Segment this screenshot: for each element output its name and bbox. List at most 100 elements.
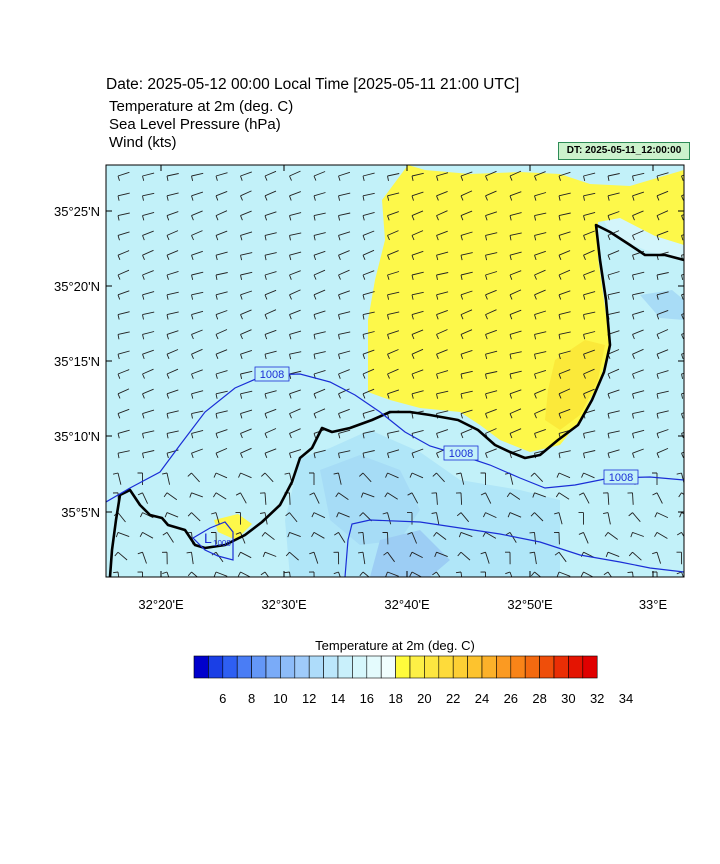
wind-barb xyxy=(115,531,130,538)
wind-barb xyxy=(558,212,571,221)
wind-barb xyxy=(387,389,400,399)
wind-barb xyxy=(117,192,130,201)
wind-barb xyxy=(338,350,351,360)
temperature-patch-warm xyxy=(368,165,684,452)
lat-label: 35°15'N xyxy=(54,354,100,369)
wind-barb xyxy=(142,430,155,439)
lat-label: 35°10'N xyxy=(54,429,100,444)
wind-barb xyxy=(506,492,521,500)
longitude-labels: 32°20'E 32°30'E 32°40'E 32°50'E 33°E xyxy=(138,597,667,612)
wind-barb xyxy=(259,492,267,505)
wind-barb xyxy=(632,271,645,281)
wind-barb xyxy=(213,472,228,479)
legend-color-box xyxy=(251,655,267,679)
wind-barb xyxy=(191,172,204,181)
wind-barb xyxy=(460,309,473,320)
wind-barb xyxy=(362,291,375,300)
dt-timestamp-box: DT: 2025-05-11_12:00:00 xyxy=(558,142,690,160)
wind-barb xyxy=(411,369,424,379)
wind-barb xyxy=(632,210,644,221)
wind-barb xyxy=(482,532,497,539)
wind-barb xyxy=(632,429,645,439)
wind-barb xyxy=(117,250,130,260)
wind-barb xyxy=(607,271,620,280)
wind-barb xyxy=(117,408,130,419)
wind-barb xyxy=(457,551,471,561)
wind-barb xyxy=(191,291,204,300)
legend-tick-label: 18 xyxy=(388,691,402,706)
wind-barb xyxy=(509,330,522,340)
wind-barb xyxy=(213,492,227,500)
wind-barb xyxy=(529,531,537,545)
legend-tick-label: 28 xyxy=(532,691,546,706)
wind-barb xyxy=(191,429,204,439)
legend-color-box xyxy=(467,655,483,679)
wind-barb xyxy=(240,231,253,241)
wind-barb xyxy=(334,532,346,543)
wind-barb xyxy=(411,291,424,300)
wind-barb xyxy=(605,551,620,558)
legend-color-box xyxy=(409,655,425,679)
wind-barb xyxy=(632,329,644,340)
variable-label-temperature: Temperature at 2m (deg. C) xyxy=(109,98,294,115)
wind-barb xyxy=(289,449,302,459)
wind-barb xyxy=(163,492,178,501)
wind-barb xyxy=(578,512,584,525)
wind-barb xyxy=(191,369,203,379)
wind-barb xyxy=(311,532,325,539)
wind-barb xyxy=(139,532,154,539)
wind-barb xyxy=(191,271,204,281)
wind-barb xyxy=(187,472,200,483)
wind-barb xyxy=(235,492,247,504)
wind-barb xyxy=(456,472,465,485)
wind-barb xyxy=(142,270,154,280)
legend-tick-label: 30 xyxy=(561,691,575,706)
wind-barb xyxy=(558,171,571,181)
legend-color-box xyxy=(496,655,512,679)
wind-barb xyxy=(607,173,620,181)
wind-barb xyxy=(532,492,546,498)
wind-barb xyxy=(534,250,546,261)
wind-barb xyxy=(264,408,277,419)
wind-barb xyxy=(458,531,473,538)
legend-tick-label: 32 xyxy=(590,691,604,706)
wind-barb xyxy=(215,190,228,201)
wind-barb xyxy=(284,571,291,577)
wind-barb xyxy=(338,171,351,181)
wind-barb xyxy=(215,310,228,320)
temperature-patch-warm xyxy=(214,514,252,540)
wind-barb xyxy=(362,172,375,182)
wind-barb xyxy=(656,309,669,320)
wind-barb xyxy=(485,252,498,261)
wind-barb xyxy=(583,368,595,379)
isobar-1008 xyxy=(106,373,684,503)
legend-color-box xyxy=(236,655,252,679)
legend-title: Temperature at 2m (deg. C) xyxy=(315,638,475,653)
wind-barb xyxy=(333,571,341,577)
lat-label: 35°20'N xyxy=(54,279,100,294)
isobar-southern xyxy=(344,519,684,577)
wind-barb xyxy=(238,472,252,479)
wind-barb xyxy=(215,349,228,359)
wind-barb xyxy=(460,428,473,439)
wind-barb xyxy=(583,331,596,340)
wind-barb xyxy=(578,492,590,504)
lat-label: 35°25'N xyxy=(54,204,100,219)
wind-barb xyxy=(534,331,547,340)
wind-barb xyxy=(211,512,220,525)
legend-color-box xyxy=(380,655,396,679)
wind-barb xyxy=(313,310,326,320)
wind-barb xyxy=(485,211,498,221)
wind-barb xyxy=(215,390,228,399)
wind-barb xyxy=(164,512,179,518)
wind-barb xyxy=(313,331,326,340)
wind-barb xyxy=(554,512,563,525)
wind-barb xyxy=(264,211,277,221)
wind-barb xyxy=(558,231,571,241)
wind-barb xyxy=(505,551,511,565)
wind-barb xyxy=(485,329,497,340)
wind-barb xyxy=(264,329,277,340)
wind-barb xyxy=(460,390,473,399)
wind-barb xyxy=(240,290,253,300)
wind-barb xyxy=(411,448,424,459)
